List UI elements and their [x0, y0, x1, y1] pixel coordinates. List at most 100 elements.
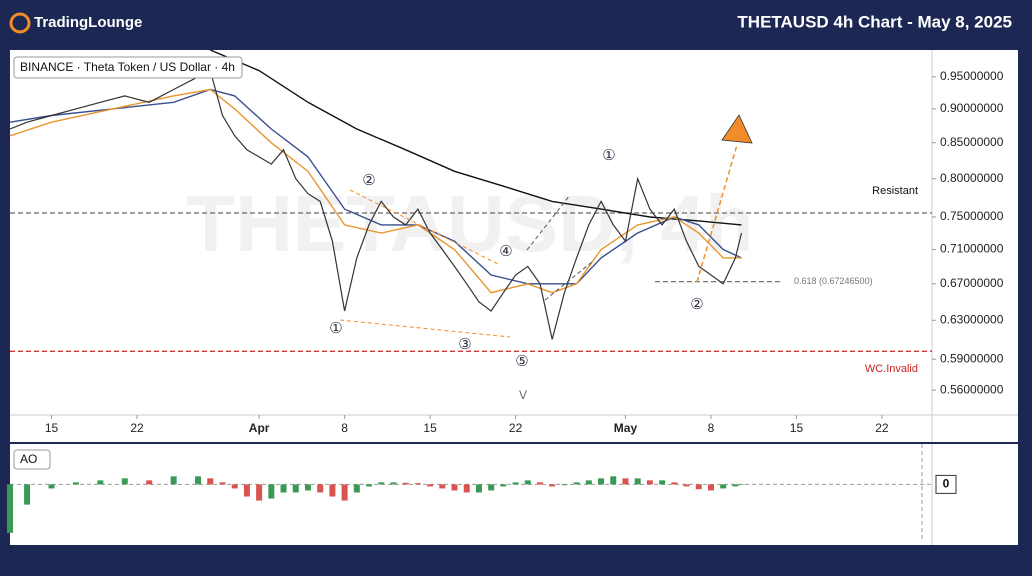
y-tick-label: 0.80000000	[940, 171, 1004, 185]
ao-bar	[500, 484, 507, 487]
ao-bar	[659, 480, 666, 485]
ao-bar	[390, 482, 397, 485]
x-tick-label: 15	[423, 421, 437, 435]
ao-bar	[451, 484, 458, 491]
ao-bar	[585, 480, 592, 485]
wave-label: ②	[690, 296, 703, 313]
moving-average	[9, 88, 742, 294]
y-tick-label: 0.75000000	[940, 209, 1004, 223]
ao-bar	[573, 482, 580, 485]
x-tick-label: 15	[790, 421, 804, 435]
ao-bar	[7, 484, 13, 533]
y-tick-label: 0.95000000	[940, 69, 1004, 83]
ao-bar	[121, 478, 128, 485]
ao-bar	[366, 484, 373, 487]
y-tick-label: 0.71000000	[940, 242, 1004, 256]
channel-line	[526, 194, 571, 251]
ao-bar	[524, 480, 531, 485]
ao-bar	[231, 484, 238, 489]
ao-bar	[646, 480, 653, 485]
ao-bar	[738, 484, 745, 485]
ao-bar	[72, 482, 79, 485]
ao-bar	[536, 482, 543, 485]
ao-bar	[219, 482, 226, 485]
symbol-label: BINANCE · Theta Token / US Dollar · 4h	[20, 60, 235, 74]
ao-bar	[24, 484, 31, 505]
ao-label: AO	[20, 452, 37, 466]
zero-label-box	[935, 474, 957, 494]
x-tick-label: May	[614, 421, 638, 435]
y-tick-label: 0.59000000	[940, 351, 1004, 365]
y-tick-label: 0.63000000	[940, 312, 1004, 326]
moving-average	[210, 49, 742, 226]
ao-bar	[146, 480, 153, 485]
x-tick-label: Apr	[249, 421, 270, 435]
ao-bar	[561, 484, 568, 486]
ao-bar	[695, 484, 702, 490]
wave-label: ①	[329, 320, 342, 337]
ao-bar	[475, 484, 482, 493]
y-tick-label: 0.90000000	[940, 101, 1004, 115]
moving-average	[9, 88, 742, 285]
x-tick-label: 8	[341, 421, 348, 435]
ao-bar	[256, 484, 263, 501]
ao-bar	[634, 478, 641, 485]
logo-icon	[9, 12, 31, 34]
x-tick-label: 22	[875, 421, 889, 435]
projection-arrow	[721, 114, 753, 144]
wave-label: ③	[458, 336, 471, 353]
plot: 0.95000000 0.90000000 0.85000000 0.80000000…	[7, 49, 1004, 533]
y-tick-label: 0.56000000	[940, 382, 1004, 396]
level-label: 0.618 (0.67246500)	[794, 276, 873, 286]
title: THETAUSD 4h Chart - May 8, 2025	[737, 12, 1012, 31]
ao-bar	[683, 484, 690, 487]
wave-label: ②	[362, 172, 375, 189]
ao-bar	[427, 484, 434, 487]
ao-bar	[243, 484, 250, 497]
ao-bar	[378, 482, 385, 485]
trend-line	[339, 319, 511, 338]
channel-line	[544, 261, 593, 301]
ao-bar	[598, 478, 605, 485]
ao-bar	[280, 484, 287, 493]
ao-bar	[195, 476, 202, 485]
ao-bar	[622, 478, 629, 485]
ao-bar	[414, 483, 421, 485]
level-label: Resistant	[872, 185, 918, 197]
ao-bar	[402, 482, 409, 485]
x-tick-label: 8	[708, 421, 715, 435]
ao-bar	[512, 482, 519, 485]
x-tick-label: 22	[130, 421, 144, 435]
ao-bar	[292, 484, 299, 493]
ao-bar	[707, 484, 714, 491]
ao-bar	[610, 476, 617, 485]
ao-bar	[341, 484, 348, 501]
y-tick-label: 0	[943, 477, 950, 491]
ao-bar	[463, 484, 470, 493]
ao-bar	[304, 484, 311, 491]
y-tick-label: 0.85000000	[940, 135, 1004, 149]
ao-bar	[439, 484, 446, 489]
ao-bar	[488, 484, 495, 491]
ao-bar	[671, 482, 678, 485]
wave-label: ⑤	[515, 353, 528, 370]
ao-bar	[97, 480, 104, 485]
logo: TradingLounge	[34, 14, 142, 31]
level-label: WC.Invalid	[865, 363, 918, 375]
ao-bar	[353, 484, 360, 493]
ao-bar	[170, 476, 177, 485]
ao-bar	[329, 484, 336, 497]
x-tick-label: 15	[45, 421, 59, 435]
wave-label: ①	[602, 147, 615, 164]
wave-label: ④	[499, 243, 512, 260]
ao-bar	[48, 484, 55, 489]
y-tick-label: 0.67000000	[940, 276, 1004, 290]
ao-bar	[720, 484, 727, 489]
ao-bar	[732, 484, 739, 487]
ao-bar	[549, 484, 556, 487]
symbol-box	[13, 56, 243, 79]
price-panel	[10, 50, 1018, 442]
ao-panel	[10, 444, 1018, 545]
